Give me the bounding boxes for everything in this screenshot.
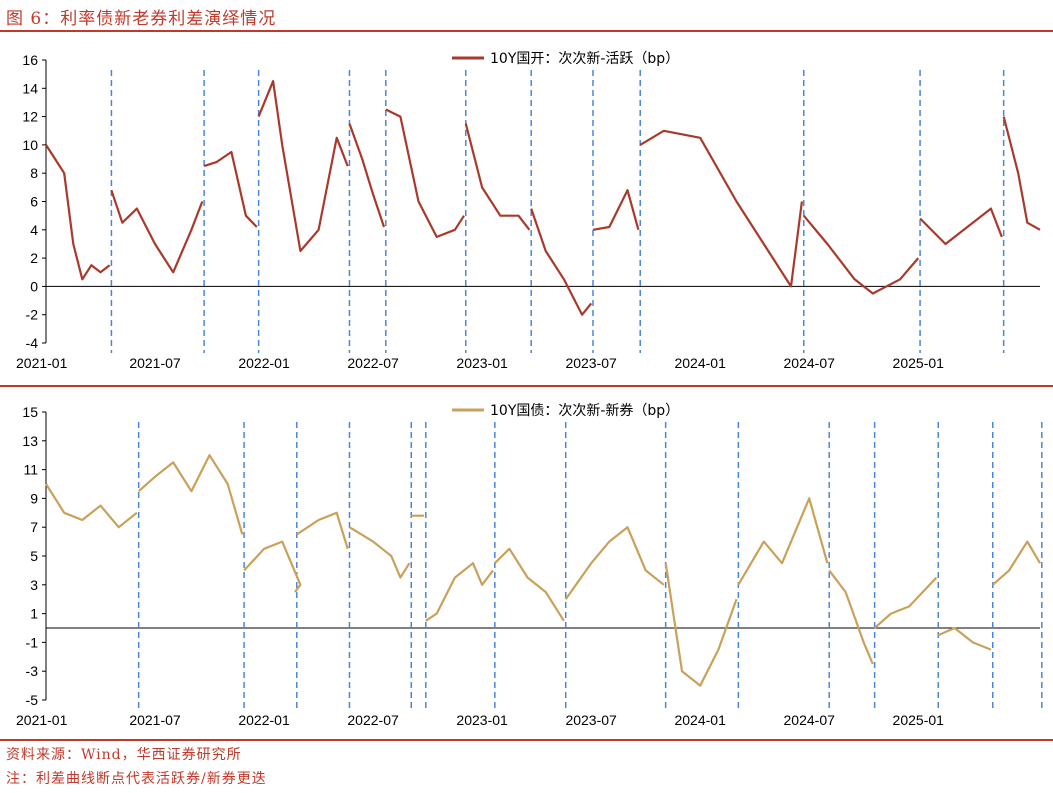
y-tick-label: -5 bbox=[26, 692, 39, 708]
series-segment bbox=[494, 547, 565, 622]
series-segment bbox=[992, 540, 1041, 586]
series-segment bbox=[828, 569, 874, 665]
x-tick-label: 2022-07 bbox=[347, 712, 399, 728]
x-tick-label: 2024-01 bbox=[674, 712, 726, 728]
y-tick-label: 5 bbox=[30, 548, 38, 564]
series-segment bbox=[243, 540, 302, 593]
chart-guokai-spread: 16 14 12 10 8 6 4 2 0 -2 -4 2021-01 2021-07 2022-01 20… bbox=[16, 51, 1041, 371]
x-tick-label: 2021-07 bbox=[129, 712, 181, 728]
y-tick-label: 8 bbox=[30, 165, 38, 181]
x-tick-label: 2021-01 bbox=[16, 355, 68, 371]
x-tick-label: 2022-01 bbox=[238, 712, 290, 728]
y-tick-label: 1 bbox=[30, 606, 38, 622]
series-segment bbox=[802, 214, 920, 295]
y-tick-label: -3 bbox=[26, 663, 39, 679]
x-tick-label: 2023-01 bbox=[456, 712, 508, 728]
series-segment bbox=[348, 123, 386, 228]
series-segment bbox=[348, 526, 411, 579]
x-tick-label: 2023-01 bbox=[456, 355, 508, 371]
series-segment bbox=[257, 80, 349, 253]
x-tick-label: 2025-01 bbox=[893, 355, 945, 371]
y-tick-label: 13 bbox=[22, 433, 38, 449]
x-tick-label: 2022-07 bbox=[347, 355, 399, 371]
y-tick-label: -2 bbox=[26, 307, 39, 323]
series-segment bbox=[530, 208, 593, 316]
y-tick-label: -1 bbox=[26, 634, 39, 650]
x-tick-label: 2024-01 bbox=[674, 355, 726, 371]
y-tick-label: 15 bbox=[22, 404, 38, 420]
y-tick-label: -4 bbox=[26, 335, 39, 351]
y-tick-label: 2 bbox=[30, 250, 38, 266]
figure-title: 图 6：利率债新老券利差演绎情况 bbox=[6, 9, 277, 29]
series-segment bbox=[45, 144, 111, 281]
series-segment bbox=[937, 626, 992, 651]
y-tick-label: 9 bbox=[30, 490, 38, 506]
y-tick-label: 10 bbox=[22, 137, 38, 153]
y-tick-label: 4 bbox=[30, 222, 38, 238]
y-tick-label: 11 bbox=[23, 462, 38, 478]
x-tick-label: 2023-07 bbox=[565, 355, 617, 371]
chart-divider-rule bbox=[0, 385, 1053, 387]
y-tick-label: 3 bbox=[30, 577, 38, 593]
series-segment bbox=[639, 129, 803, 288]
title-rule bbox=[0, 30, 1053, 32]
y-tick-label: 0 bbox=[30, 278, 38, 294]
x-tick-label: 2023-07 bbox=[565, 712, 617, 728]
series-segment bbox=[45, 483, 138, 529]
series-segment bbox=[564, 526, 665, 600]
series-segment bbox=[1002, 116, 1041, 231]
x-tick-label: 2024-07 bbox=[784, 712, 836, 728]
y-tick-label: 7 bbox=[30, 519, 38, 535]
footer-rule bbox=[0, 739, 1053, 741]
series-segment bbox=[203, 150, 258, 228]
series-segment bbox=[137, 454, 244, 535]
footnote: 注：利差曲线断点代表活跃券/新券更迭 bbox=[6, 771, 267, 787]
series-segment bbox=[464, 123, 531, 231]
series-segment bbox=[385, 108, 465, 238]
x-tick-label: 2021-01 bbox=[16, 712, 68, 728]
series-segment bbox=[919, 207, 1003, 246]
series-segment bbox=[110, 189, 204, 274]
series-segment bbox=[425, 562, 494, 622]
x-tick-label: 2022-01 bbox=[238, 355, 290, 371]
y-tick-label: 14 bbox=[22, 80, 38, 96]
y-tick-label: 6 bbox=[30, 194, 38, 210]
series-segment bbox=[873, 576, 938, 629]
chart-guozhai-spread: 15 13 11 9 7 5 3 1 -1 -3 -5 2021-01 2021-07 2022-01 20… bbox=[16, 403, 1043, 728]
series-segment bbox=[296, 511, 349, 550]
x-tick-label: 2025-01 bbox=[893, 712, 945, 728]
y-tick-label: 12 bbox=[22, 109, 38, 125]
y-tick-label: 16 bbox=[22, 52, 38, 68]
source-note: 资料来源：Wind，华西证券研究所 bbox=[6, 747, 242, 763]
x-tick-label: 2021-07 bbox=[129, 355, 181, 371]
series-segment bbox=[664, 563, 738, 687]
x-tick-label: 2024-07 bbox=[784, 355, 836, 371]
legend-label: 10Y国债：次次新-新券（bp） bbox=[490, 403, 679, 419]
series-segment bbox=[737, 497, 829, 586]
legend-label: 10Y国开：次次新-活跃（bp） bbox=[490, 51, 679, 67]
series-segment bbox=[592, 189, 640, 231]
